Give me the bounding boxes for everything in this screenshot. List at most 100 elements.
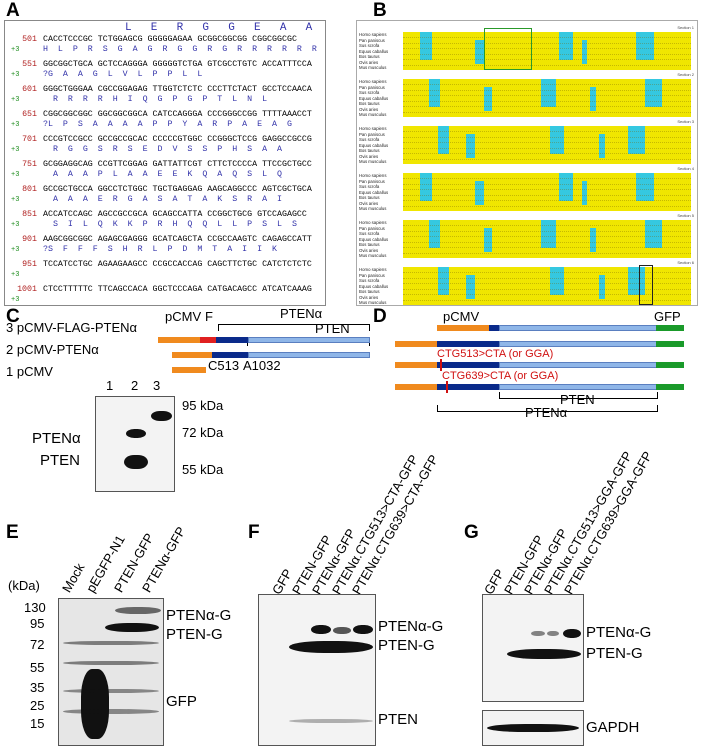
lane-gfp: GFP <box>481 566 508 597</box>
mutation-1-label: CTG513>CTA (or GGA) <box>437 348 554 360</box>
frame-label: +3 <box>11 146 20 154</box>
species-name: Equus caballus <box>359 142 389 148</box>
species-name: Mus musculus <box>359 159 387 164</box>
sequence-line <box>403 294 691 295</box>
pcmv-segment <box>158 337 200 343</box>
variable-column <box>420 32 432 60</box>
species-list: Homo sapiens Pan paniscus Sus scrofa Equus … <box>359 173 388 212</box>
variable-column <box>558 32 573 60</box>
gfp-segment <box>656 384 684 390</box>
band <box>333 627 351 634</box>
section-label: Section 4 <box>677 166 694 171</box>
band-label-ptena: PTENα <box>32 430 81 447</box>
dna-sequence: CCCGTCCGCC GCCGCCGCAC CCCCCGTGGC CCGGGCT… <box>43 135 312 144</box>
pcmv-label: pCMV <box>165 309 202 324</box>
alignment-section: Section 4 Homo sapiens Pan paniscus Sus scr… <box>357 166 697 211</box>
band <box>124 455 148 469</box>
sequence-line <box>403 189 691 190</box>
alignment-section: Section 5 Homo sapiens Pan paniscus Sus scr… <box>357 213 697 258</box>
species-name: Equus caballus <box>359 95 389 101</box>
lane-ptena-ctg513-gga: PTENα.CTG513>GGA-GFP <box>541 448 636 597</box>
gfp-band <box>81 669 109 739</box>
panel-label-c: C <box>6 306 20 327</box>
position-number: 551 <box>22 60 37 69</box>
species-name: Homo sapiens <box>359 32 387 37</box>
marker-72: 72 <box>30 637 45 652</box>
ptena-segment <box>437 362 499 368</box>
panel-label-b: B <box>373 0 387 21</box>
ptena-label-d: PTENα <box>525 405 568 420</box>
species-name: Sus scrofa <box>359 231 380 236</box>
variable-column <box>644 220 663 248</box>
species-name: Homo sapiens <box>359 173 387 178</box>
band-label-pten: PTEN <box>378 711 419 728</box>
sequence-line <box>403 247 691 248</box>
sequence-line <box>403 89 691 91</box>
ptena-segment <box>437 341 499 347</box>
species-name: Bos taurus <box>359 289 380 294</box>
section-label: Section 5 <box>677 213 694 218</box>
species-name: Sus scrofa <box>359 43 380 48</box>
band <box>563 629 581 638</box>
species-name: Sus scrofa <box>359 184 380 189</box>
band-label-pten-g: PTEN-G <box>166 626 223 643</box>
band-label-ptena-g: PTENα-G <box>378 618 444 635</box>
alignment-section: Section 3 Homo sapiens Pan paniscus Sus scr… <box>357 119 697 164</box>
variable-column <box>466 275 475 299</box>
band <box>531 631 545 636</box>
sequence-line <box>403 299 691 301</box>
band-label-pten-g: PTEN-G <box>586 645 643 662</box>
ptena-ext-segment <box>212 352 248 358</box>
mutation-marker <box>446 381 448 393</box>
sequence-line <box>403 183 691 185</box>
ptena-ext-segment <box>216 337 248 343</box>
frame-label: +3 <box>11 221 20 229</box>
species-name: Homo sapiens <box>359 220 387 225</box>
species-name: Bos taurus <box>359 101 380 106</box>
sequence-line <box>403 200 691 201</box>
species-name: Ovis aries <box>359 200 379 206</box>
band <box>353 625 373 634</box>
lane-gfp: GFP <box>269 566 296 597</box>
sequence-line <box>403 277 691 279</box>
variable-column <box>428 79 441 107</box>
variable-column <box>541 79 556 107</box>
sequence-line <box>403 230 691 232</box>
amino-acid-sequence: A A A E R G A S A T A K S R A I <box>43 195 282 204</box>
pcmv-segment <box>395 341 437 347</box>
sequence-line <box>403 100 691 102</box>
dna-sequence: GGCGGCTGCA GCTCCAGGGA GGGGGTCTGA GTCGCCT… <box>43 60 312 69</box>
sequence-line <box>403 53 691 55</box>
variable-column <box>636 32 654 60</box>
sequence-line <box>403 252 691 254</box>
pten-bracket-d <box>499 392 658 399</box>
variable-column <box>541 220 556 248</box>
species-name: Mus musculus <box>359 112 387 117</box>
frame-label: +3 <box>11 171 20 179</box>
frame-label: +3 <box>11 246 20 254</box>
variable-column <box>581 40 588 64</box>
species-name: Pan paniscus <box>359 272 385 278</box>
species-name: Sus scrofa <box>359 278 380 283</box>
variable-column <box>420 173 432 201</box>
position-number: 801 <box>22 185 37 194</box>
pcmv-segment <box>395 362 437 368</box>
species-name: Homo sapiens <box>359 267 387 272</box>
lane-1: 1 <box>106 378 114 393</box>
ptena-label-c: PTENα <box>280 306 323 321</box>
species-list: Homo sapiens Pan paniscus Sus scrofa Equus … <box>359 267 388 305</box>
species-list: Homo sapiens Pan paniscus Sus scrofa Equus … <box>359 220 388 259</box>
alignment-section: Section 6 Homo sapiens Pan paniscus Sus scr… <box>357 260 697 305</box>
panel-label-d: D <box>373 306 387 327</box>
ptena-segment <box>437 384 499 390</box>
frame-label: +3 <box>11 296 20 304</box>
kda-label: (kDa) <box>8 578 40 593</box>
lane-ptena-ctg513-cta: PTENα.CTG513>CTA-GFP <box>329 452 422 597</box>
blot-image <box>95 396 175 492</box>
species-list: Homo sapiens Pan paniscus Sus scrofa Equus … <box>359 79 388 118</box>
position-number: 951 <box>22 260 37 269</box>
sequence-line <box>403 205 691 207</box>
lane-3: 3 <box>153 378 161 393</box>
variable-column <box>598 275 605 299</box>
marker-55: 55 <box>30 660 45 675</box>
